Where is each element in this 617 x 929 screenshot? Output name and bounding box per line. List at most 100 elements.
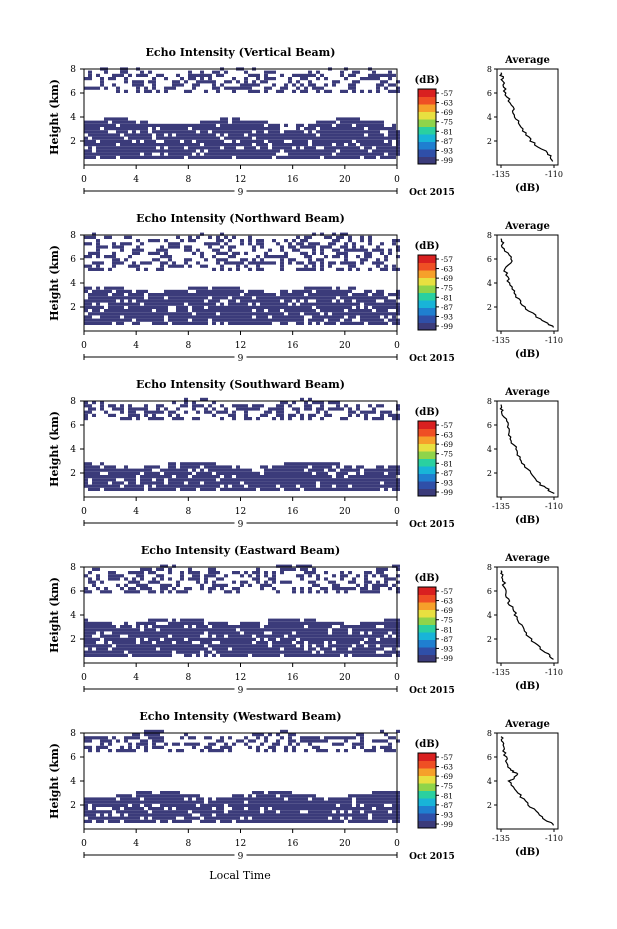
echo-cell [196,73,200,77]
echo-cell [88,810,92,814]
echo-cell [380,248,384,252]
echo-cell [108,590,112,594]
echo-cell [308,296,312,300]
echo-cell [148,80,152,84]
echo-cell [344,417,348,421]
echo-cell [172,647,176,651]
echo-cell [268,647,272,651]
echo-cell [312,136,316,140]
echo-cell [148,587,152,591]
echo-cell [320,73,324,77]
echo-cell [304,631,308,635]
echo-cell [360,239,364,243]
echo-cell [140,810,144,814]
echo-cell [196,621,200,625]
echo-cell [268,577,272,581]
echo-cell [260,794,264,798]
echo-cell [376,261,380,265]
echo-cell [180,127,184,131]
echo-cell [348,261,352,265]
echo-cell [192,794,196,798]
echo-cell [356,634,360,638]
echo-cell [92,299,96,303]
echo-cell [288,800,292,804]
echo-cell [200,155,204,159]
echo-cell [136,813,140,817]
echo-cell [388,149,392,153]
echo-cell [112,800,116,804]
echo-cell [260,481,264,485]
echo-cell [292,152,296,156]
echo-cell [128,580,132,584]
echo-cell [388,475,392,479]
echo-cell [392,471,396,475]
echo-cell [320,800,324,804]
echo-cell [232,797,236,801]
echo-cell [88,644,92,648]
echo-cell [284,318,288,322]
echo-cell [164,299,168,303]
echo-cell [256,580,260,584]
echo-cell [104,133,108,137]
echo-cell [156,155,160,159]
echo-cell [232,146,236,150]
echo-cell [120,136,124,140]
echo-cell [344,77,348,81]
echo-cell [172,242,176,246]
echo-cell [252,625,256,629]
echo-cell [156,309,160,313]
echo-cell [276,149,280,153]
echo-cell [140,641,144,645]
echo-cell [372,248,376,252]
echo-cell [296,816,300,820]
echo-cell [192,644,196,648]
x-tick-label: 20 [339,673,351,683]
echo-cell [84,650,88,654]
echo-cell [288,309,292,313]
echo-cell [228,127,232,131]
echo-cell [252,631,256,635]
echo-cell [144,410,148,414]
echo-cell [264,574,268,578]
echo-cell [300,807,304,811]
echo-cell [324,810,328,814]
echo-cell [204,127,208,131]
echo-cell [84,309,88,313]
echo-cell [256,289,260,293]
echo-cell [252,89,256,93]
echo-cell [340,797,344,801]
echo-cell [392,130,396,134]
echo-cell [96,146,100,150]
echo-cell [284,816,288,820]
echo-cell [200,318,204,322]
echo-cell [128,813,132,817]
echo-cell [132,650,136,654]
echo-cell [184,296,188,300]
echo-cell [336,239,340,243]
echo-cell [96,264,100,268]
echo-cell [232,255,236,259]
echo-cell [256,644,260,648]
echo-cell [272,647,276,651]
echo-cell [168,296,172,300]
echo-cell [164,583,168,587]
echo-cell [292,305,296,309]
echo-cell [380,621,384,625]
echo-cell [200,315,204,319]
echo-cell [248,583,252,587]
echo-cell [340,251,344,255]
colorbar-segment [418,149,436,157]
echo-cell [288,471,292,475]
echo-cell [320,315,324,319]
echo-cell [100,133,104,137]
echo-cell [336,583,340,587]
echo-cell [228,481,232,485]
echo-cell [292,312,296,316]
echo-cell [232,478,236,482]
echo-cell [308,471,312,475]
echo-cell [128,127,132,131]
echo-cell [148,136,152,140]
echo-cell [324,149,328,153]
echo-cell [220,149,224,153]
echo-cell [224,261,228,265]
